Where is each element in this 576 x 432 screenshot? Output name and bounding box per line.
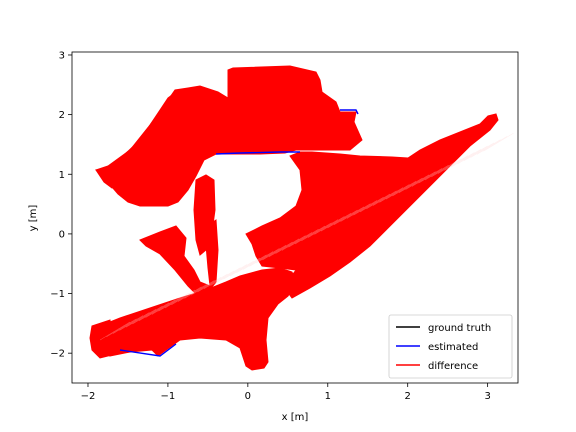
difference-hatch-line <box>210 267 241 286</box>
plot-frame <box>71 51 519 384</box>
difference-hatch-line <box>177 283 209 302</box>
y-tick-label: 2 <box>59 110 65 121</box>
difference-hatch-line <box>450 149 482 168</box>
difference-region-upper-left <box>95 65 363 207</box>
x-tick-label: 0 <box>245 391 251 402</box>
difference-hatch-line <box>119 312 150 331</box>
difference-hatch <box>99 133 514 341</box>
difference-region-upper-left-streak <box>95 91 183 189</box>
difference-hatch-line <box>171 286 202 305</box>
difference-hatch-line <box>281 232 313 251</box>
difference-hatch-line <box>437 155 469 174</box>
estimated-segment-top <box>215 151 300 155</box>
difference-hatch-line <box>112 315 144 334</box>
difference-hatch-line <box>255 245 287 264</box>
difference-hatch-line <box>203 270 235 289</box>
x-tick-label: −1 <box>161 391 176 402</box>
difference-hatch-line <box>463 142 495 161</box>
difference-hatch-line <box>392 177 423 197</box>
y-tick-label: −2 <box>50 349 65 360</box>
difference-hatch-line <box>288 229 319 248</box>
difference-hatch-line <box>483 133 514 152</box>
difference-region-center <box>193 174 216 256</box>
difference-hatch-line <box>229 257 261 277</box>
difference-hatch-line <box>151 296 183 315</box>
y-axis-label: y [m] <box>28 205 39 232</box>
difference-hatch-line <box>106 318 137 337</box>
difference-region-lower-band <box>91 267 297 371</box>
difference-hatch-line <box>359 193 391 213</box>
difference-hatch-line <box>470 139 501 158</box>
estimated-segment-right <box>340 109 359 115</box>
difference-hatch-line <box>476 136 508 155</box>
difference-hatch-line <box>275 235 306 254</box>
difference-hatch-line <box>268 238 300 257</box>
difference-area <box>89 65 499 371</box>
y-axis: −2 −1 0 1 2 3 <box>50 50 72 360</box>
x-axis: −2 −1 0 1 2 3 <box>81 383 491 402</box>
estimated-segment-bottom <box>119 343 177 357</box>
difference-hatch-line <box>249 248 280 267</box>
difference-hatch-line <box>262 241 293 261</box>
legend-box <box>388 314 513 379</box>
x-tick-label: 3 <box>484 391 490 402</box>
difference-hatch-line <box>457 145 488 165</box>
estimated-visible-segments <box>119 109 359 357</box>
difference-hatch-line <box>340 203 371 222</box>
difference-region-lower-left <box>89 319 113 359</box>
legend: ground truth estimated difference <box>388 314 513 379</box>
y-tick-label: 0 <box>59 229 65 240</box>
difference-hatch-line <box>145 299 176 318</box>
difference-hatch-line <box>138 302 170 321</box>
difference-hatch-line <box>164 289 196 309</box>
x-axis-label: x [m] <box>282 412 309 423</box>
difference-hatch-line <box>353 197 384 216</box>
legend-label-difference: difference <box>428 361 478 372</box>
difference-hatch-line <box>366 190 397 209</box>
difference-hatch-line <box>431 158 462 177</box>
difference-hatch-line <box>418 165 449 184</box>
difference-hatch-line <box>424 161 456 181</box>
y-tick-label: −1 <box>50 289 65 300</box>
difference-hatch-line <box>333 206 365 225</box>
y-tick-label: 3 <box>59 50 65 61</box>
difference-hatch-line <box>372 187 404 206</box>
difference-hatch-line <box>411 168 443 187</box>
difference-hatch-line <box>294 225 326 245</box>
difference-hatch-line <box>405 171 436 190</box>
difference-hatch-line <box>398 174 430 193</box>
legend-label-estimated: estimated <box>428 342 478 353</box>
difference-hatch-line <box>301 222 332 241</box>
difference-hatch-line <box>379 184 410 203</box>
difference-hatch-line <box>132 305 163 325</box>
difference-hatch-line <box>314 216 345 235</box>
difference-hatch-line <box>184 280 215 299</box>
difference-hatch-line <box>190 277 222 296</box>
x-tick-label: −2 <box>81 391 96 402</box>
x-tick-label: 2 <box>405 391 411 402</box>
difference-hatch-line <box>444 152 475 171</box>
difference-hatch-line <box>223 261 254 280</box>
difference-hatch-line <box>125 309 157 328</box>
difference-hatch-line <box>327 209 358 229</box>
difference-hatch-line <box>197 273 228 293</box>
difference-hatch-line <box>385 181 417 200</box>
y-tick-label: 1 <box>59 170 65 181</box>
difference-hatch-line <box>158 293 189 312</box>
difference-hatch-line <box>216 264 248 283</box>
difference-hatch-line <box>99 321 131 341</box>
difference-hatch-line <box>346 200 378 219</box>
difference-hatch-line <box>320 213 352 232</box>
x-tick-label: 1 <box>325 391 331 402</box>
legend-label-ground-truth: ground truth <box>428 323 491 334</box>
difference-hatch-line <box>236 254 267 273</box>
difference-hatch-line <box>307 219 339 238</box>
difference-hatch-line <box>242 251 274 270</box>
